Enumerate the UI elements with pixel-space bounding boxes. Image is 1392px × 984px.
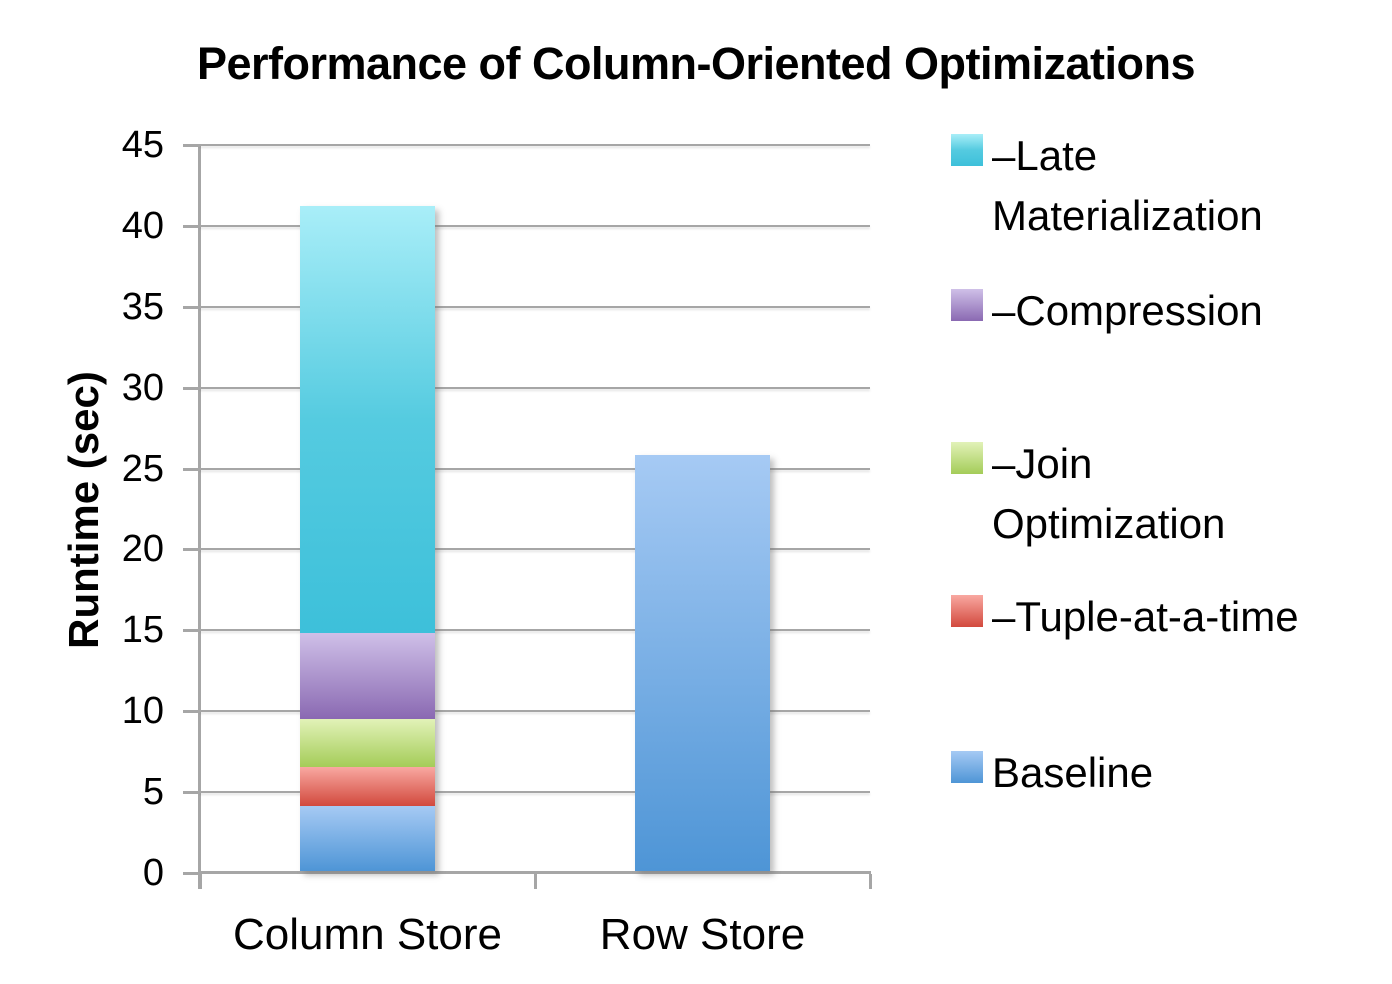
y-axis-title: Runtime (sec) (60, 371, 107, 649)
y-tick-label-45: 45 (121, 124, 164, 166)
y-tick-label-30: 30 (121, 366, 164, 409)
x-axis-line (198, 871, 871, 874)
bar-column-store (300, 206, 435, 871)
y-axis-line (198, 145, 201, 889)
plot-area (183, 144, 872, 889)
y-tick-label-40: 40 (121, 204, 164, 247)
legend-swatch-icon (951, 751, 983, 783)
legend-label: –Join Optimization (992, 440, 1226, 547)
y-tick-label-0: 0 (142, 852, 164, 894)
gridline-35 (200, 305, 870, 308)
y-tick-5 (183, 791, 200, 795)
x-category-label-column-store: Column Store (232, 910, 503, 959)
legend-swatch-icon (951, 442, 983, 474)
legend-item-join-optimization: –Join Optimization (951, 434, 1337, 553)
y-tick-label-20: 20 (121, 528, 164, 571)
x-category-label-row-store: Row Store (599, 910, 806, 959)
y-tick-label-15: 15 (121, 609, 164, 652)
legend-item-late-materialization: –Late Materialization (951, 126, 1337, 245)
y-tick-40 (183, 224, 200, 228)
gridline-30 (200, 386, 870, 389)
legend-label: –Late Materialization (992, 132, 1263, 239)
y-tick-label-35: 35 (121, 285, 164, 328)
y-tick-45 (183, 144, 200, 147)
legend-swatch-icon (951, 289, 983, 321)
gridline-25 (200, 467, 870, 470)
legend-label: –Compression (992, 287, 1263, 334)
y-tick-20 (183, 548, 200, 552)
legend-item-tuple-at-a-time: –Tuple-at-a-time (951, 587, 1337, 647)
segment-compression (300, 633, 435, 719)
segment-join-optimization (300, 718, 435, 768)
x-tick-1 (533, 874, 537, 889)
y-tick-10 (183, 710, 200, 714)
gridline-15 (200, 629, 870, 632)
segment-baseline (635, 455, 770, 871)
legend-swatch-icon (951, 595, 983, 627)
bar-row-store (635, 455, 770, 871)
x-tick-0 (198, 874, 202, 889)
y-tick-35 (183, 305, 200, 309)
legend-item-baseline: Baseline (951, 743, 1337, 803)
gridline-20 (200, 548, 870, 551)
y-tick-label-25: 25 (121, 447, 164, 490)
legend-item-compression: –Compression (951, 281, 1337, 341)
y-tick-25 (183, 467, 200, 471)
legend-swatch-icon (951, 134, 983, 166)
gridline-40 (200, 224, 870, 227)
legend: –Late Materialization –Compression –Join O… (951, 0, 1391, 984)
legend-label: –Tuple-at-a-time (992, 593, 1299, 640)
segment-tuple-at-a-time (300, 767, 435, 807)
segment-late-materialization (300, 206, 435, 634)
legend-label: Baseline (992, 749, 1154, 796)
y-tick-30 (183, 386, 200, 390)
y-tick-label-5: 5 (142, 771, 164, 814)
gridline-45 (200, 144, 870, 146)
chart-title: Performance of Column-Oriented Optimizat… (196, 38, 1196, 89)
gridline-5 (200, 791, 870, 794)
gridline-10 (200, 710, 870, 713)
y-tick-15 (183, 629, 200, 633)
y-tick-0 (183, 872, 200, 875)
y-tick-label-10: 10 (121, 690, 164, 733)
segment-baseline (300, 806, 435, 871)
x-tick-2 (868, 874, 872, 889)
